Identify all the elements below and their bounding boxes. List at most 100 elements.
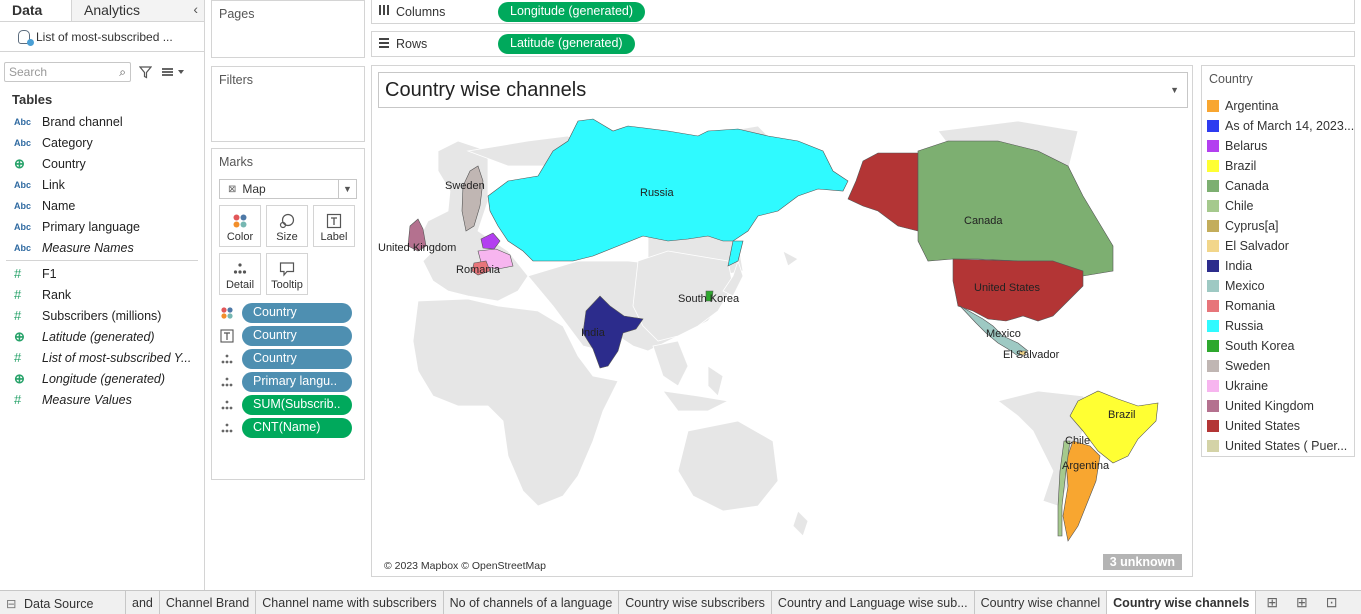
new-story-icon[interactable]: ⊡: [1325, 594, 1338, 610]
map-attribution: © 2023 Mapbox © OpenStreetMap: [384, 560, 546, 572]
russia-shape[interactable]: [487, 118, 849, 267]
field-subscribers-millions[interactable]: # Subscribers (millions): [0, 305, 204, 326]
search-input[interactable]: Search ⌕: [4, 62, 131, 82]
mark-pill[interactable]: CNT(Name): [242, 418, 352, 438]
legend-item[interactable]: Sweden: [1202, 356, 1354, 376]
legend-item[interactable]: Cyprus[a]: [1202, 216, 1354, 236]
mark-type-select[interactable]: ⊠ Map ▼: [219, 179, 357, 199]
filter-icon[interactable]: [139, 66, 152, 79]
rows-pill[interactable]: Latitude (generated): [498, 34, 635, 54]
legend-item[interactable]: Chile: [1202, 196, 1354, 216]
field-measure-values[interactable]: # Measure Values: [0, 389, 204, 410]
romania-shape[interactable]: [471, 260, 491, 276]
legend-item[interactable]: Belarus: [1202, 136, 1354, 156]
tab-analytics[interactable]: Analytics ‹: [72, 0, 204, 21]
legend-item[interactable]: United States: [1202, 416, 1354, 436]
argentina-shape[interactable]: [1062, 440, 1101, 542]
field-f1[interactable]: # F1: [0, 263, 204, 284]
data-source-tab[interactable]: ⊟ Data Source: [0, 591, 126, 614]
field-category[interactable]: Abc Category: [0, 132, 204, 153]
mark-pill[interactable]: SUM(Subscrib..: [242, 395, 352, 415]
view-title-box[interactable]: Country wise channels ▼: [378, 72, 1188, 108]
field-latitude-generated[interactable]: ⊕ Latitude (generated): [0, 326, 204, 347]
sheet-tab[interactable]: Country wise subscribers: [619, 591, 772, 614]
tab-data[interactable]: Data: [0, 0, 72, 21]
collapse-pane-icon[interactable]: ‹: [193, 1, 198, 17]
pane-tabs: Data Analytics ‹: [0, 0, 204, 22]
field-link[interactable]: Abc Link: [0, 174, 204, 195]
sweden-shape[interactable]: [461, 165, 484, 232]
field-list-of-most-subscribed-y[interactable]: # List of most-subscribed Y...: [0, 347, 204, 368]
detail-button[interactable]: Detail: [219, 253, 261, 295]
brazil-shape[interactable]: [1069, 390, 1159, 464]
sheet-tab[interactable]: Country wise channels: [1107, 591, 1257, 614]
field-longitude-generated[interactable]: ⊕ Longitude (generated): [0, 368, 204, 389]
legend-item[interactable]: Romania: [1202, 296, 1354, 316]
sheet-tab[interactable]: No of channels of a language: [444, 591, 620, 614]
field-name: Longitude (generated): [42, 371, 166, 386]
field-measure-names[interactable]: Abc Measure Names: [0, 237, 204, 258]
mark-pill[interactable]: Country: [242, 326, 352, 346]
sheet-tab[interactable]: Channel name with subscribers: [256, 591, 444, 614]
size-button[interactable]: Size: [266, 205, 308, 247]
sheet-tab[interactable]: Country wise channel: [975, 591, 1108, 614]
field-brand-channel[interactable]: Abc Brand channel: [0, 111, 204, 132]
legend-item[interactable]: India: [1202, 256, 1354, 276]
chile-shape[interactable]: [1057, 440, 1071, 537]
tooltip-button[interactable]: Tooltip: [266, 253, 308, 295]
india-shape[interactable]: [582, 295, 644, 369]
columns-shelf[interactable]: Columns Longitude (generated): [371, 0, 1355, 24]
field-rank[interactable]: # Rank: [0, 284, 204, 305]
pages-shelf[interactable]: Pages: [211, 0, 365, 58]
filters-shelf[interactable]: Filters: [211, 66, 365, 142]
legend-item[interactable]: South Korea: [1202, 336, 1354, 356]
legend-item[interactable]: Argentina: [1202, 96, 1354, 116]
mark-pill[interactable]: Country: [242, 349, 352, 369]
legend-item[interactable]: Canada: [1202, 176, 1354, 196]
legend-item[interactable]: El Salvador: [1202, 236, 1354, 256]
sheet-tab[interactable]: Channel Brand: [160, 591, 257, 614]
new-dashboard-icon[interactable]: ⊞: [1296, 594, 1308, 610]
new-worksheet-icon[interactable]: ⊞: [1266, 594, 1279, 610]
field-name: Country: [42, 156, 86, 171]
mark-pill[interactable]: Primary langu..: [242, 372, 352, 392]
rows-shelf[interactable]: Rows Latitude (generated): [371, 31, 1355, 57]
legend-label: Belarus: [1225, 139, 1268, 153]
sheet-tab[interactable]: and: [126, 591, 160, 614]
south-korea-shape[interactable]: [705, 290, 714, 302]
legend-label: Russia: [1225, 319, 1264, 333]
color-button[interactable]: Color: [219, 205, 261, 247]
map-canvas[interactable]: Russia Sweden United Kingdom Romania Can…: [378, 111, 1190, 575]
legend-item[interactable]: Brazil: [1202, 156, 1354, 176]
uk-shape[interactable]: [407, 218, 427, 252]
data-source-icon: ⊟: [6, 597, 17, 611]
string-type-icon: Abc: [14, 221, 32, 232]
view-options-icon[interactable]: [161, 67, 185, 77]
legend-title[interactable]: Country: [1209, 72, 1253, 86]
datasource-item[interactable]: List of most-subscribed ...: [0, 22, 204, 52]
field-primary-language[interactable]: Abc Primary language: [0, 216, 204, 237]
legend-label: Canada: [1225, 179, 1269, 193]
field-name[interactable]: Abc Name: [0, 195, 204, 216]
globe-icon: ⊕: [14, 328, 25, 344]
legend-item[interactable]: As of March 14, 2023...: [1202, 116, 1354, 136]
title-dropdown-icon[interactable]: ▼: [1170, 85, 1179, 95]
country-shapes[interactable]: [407, 118, 1159, 542]
el-salvador-shape[interactable]: [1018, 350, 1027, 356]
legend-item[interactable]: Mexico: [1202, 276, 1354, 296]
alaska-shape[interactable]: [847, 152, 919, 232]
label-united-states: United States: [974, 282, 1041, 294]
canada-shape[interactable]: [917, 140, 1114, 277]
mark-pill[interactable]: Country: [242, 303, 352, 323]
legend-item[interactable]: Ukraine: [1202, 376, 1354, 396]
label-button[interactable]: Label: [313, 205, 355, 247]
sheet-tab[interactable]: Country and Language wise sub...: [772, 591, 975, 614]
belarus-shape[interactable]: [480, 232, 501, 250]
unknown-badge[interactable]: 3 unknown: [1102, 554, 1182, 570]
sheet-tabs-bar: ⊟ Data Source and Channel Brand Channel na…: [0, 590, 1361, 614]
legend-item[interactable]: Russia: [1202, 316, 1354, 336]
columns-pill[interactable]: Longitude (generated): [498, 1, 646, 22]
legend-item[interactable]: United Kingdom: [1202, 396, 1354, 416]
legend-item[interactable]: United States ( Puer...: [1202, 436, 1354, 456]
field-country[interactable]: ⊕ Country: [0, 153, 204, 174]
